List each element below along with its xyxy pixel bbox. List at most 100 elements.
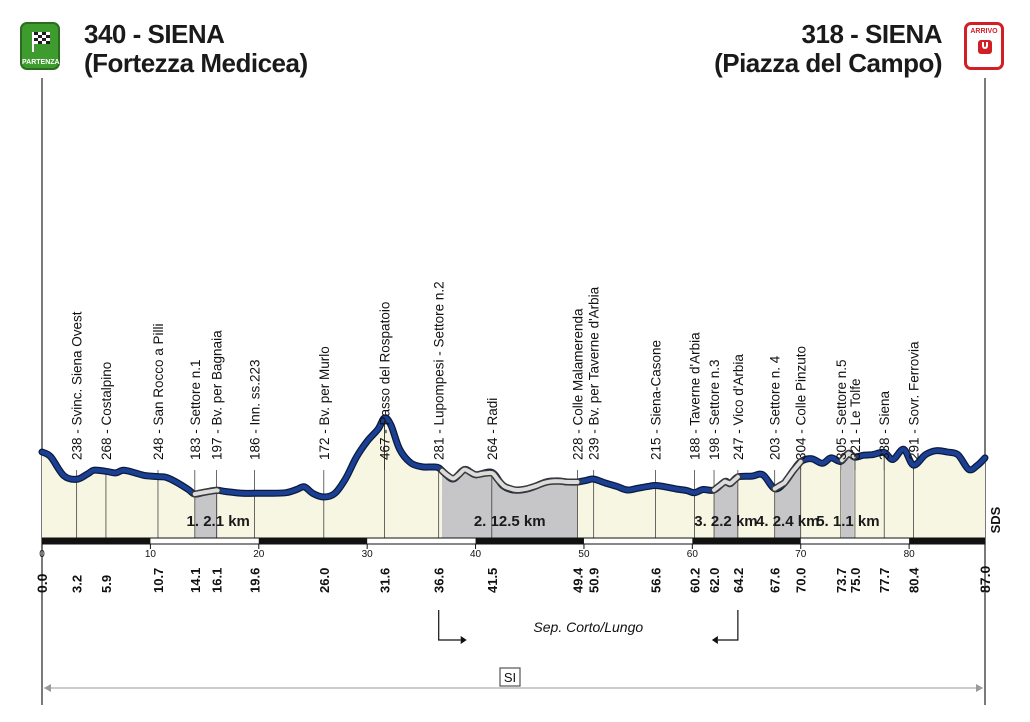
scale-tick-label: 0 [39, 549, 45, 560]
km-label: 26.0 [317, 568, 332, 593]
waypoint-label: 305 - Settore n.5 [834, 359, 849, 460]
waypoint-label: 197 - Bv. per Bagnaia [210, 330, 225, 460]
km-label: 56.6 [648, 568, 663, 593]
waypoint-label: 247 - Vico d'Arbia [731, 354, 746, 460]
finish-place: (Piazza del Campo) [714, 48, 942, 78]
gravel-sector-area-5 [841, 453, 854, 538]
km-label: 10.7 [151, 568, 166, 593]
km-label: 14.1 [188, 568, 203, 593]
split-arrow-right-head [711, 636, 718, 644]
km-label: 50.9 [587, 568, 602, 593]
gravel-sector-area-3 [714, 476, 738, 538]
start-altitude-label: 340 - SIENA [84, 19, 225, 49]
sector-label: 3. 2.2 km [694, 513, 757, 530]
gravel-sector-area-1 [194, 490, 218, 538]
km-label: 77.7 [877, 568, 892, 593]
km-labels: 0.0 3.2 5.9 10.7 14.1 16.1 19.6 26.0 31.6 36.6 41.… [34, 566, 993, 593]
start-badge-label: PARTENZA [22, 59, 60, 66]
km-label: 3.2 [70, 575, 85, 593]
sector-labels: 1. 2.1 km 2. 12.5 km 3. 2.2 km4. 2.4 km5. … [187, 513, 880, 530]
gravel-route-line-2 [440, 467, 580, 492]
waypoint-label: 183 - Settore n.1 [188, 359, 203, 460]
km-label: 60.2 [688, 568, 703, 593]
sector-label: 1. 2.1 km [187, 513, 250, 530]
km-label: 36.6 [432, 568, 447, 593]
province-label: SI [504, 670, 516, 685]
waypoint-label: 239 - Bv. per Taverne d'Arbia [587, 286, 602, 460]
km-label: 80.4 [906, 567, 921, 593]
km-scale-bar: 0 10 20 30 40 50 60 70 80 [39, 537, 986, 560]
vertical-guides [41, 78, 986, 705]
waypoint-label: 467 - Passo del Rospatoio [378, 302, 393, 460]
scale-tick-label: 10 [145, 549, 157, 560]
scale-tick-label: 70 [795, 549, 807, 560]
waypoint-label: 198 - Settore n.3 [707, 359, 722, 460]
profile-fill [42, 417, 985, 538]
waypoint-label: 281 - Lupompesi - Settore n.2 [432, 281, 447, 460]
gravel-route-line-4 [772, 459, 803, 491]
bottom-annotations: Sep. Corto/Lungo SI SDS [44, 506, 1003, 692]
km-label: 67.6 [768, 568, 783, 593]
km-label: 64.2 [731, 568, 746, 593]
waypoint-label: 248 - San Rocco a Pilli [151, 323, 166, 460]
km-label: 0.0 [34, 573, 50, 593]
route-line [38, 414, 989, 501]
gravel-route-line-1 [192, 488, 220, 497]
province-line-left-head [44, 684, 51, 692]
scale-tick-label: 40 [470, 549, 482, 560]
km-label: 70.0 [794, 568, 809, 593]
split-label: Sep. Corto/Lungo [533, 619, 643, 635]
split-arrow-left-head [460, 636, 467, 644]
finish-arrival-icon [978, 40, 992, 54]
km-label: 62.0 [707, 568, 722, 593]
gravel-route-line-3 [712, 474, 740, 492]
sector-label: 4. 2.4 km [756, 513, 819, 530]
waypoint-label: 291 - Sovr. Ferrovia [906, 341, 921, 460]
waypoint-label: 186 - Inn. ss.223 [247, 359, 262, 460]
scale-tick-label: 80 [904, 549, 916, 560]
km-label: 73.7 [834, 568, 849, 593]
waypoint-label: 228 - Colle Malamerenda [570, 308, 585, 460]
waypoint-label: 215 - Siena-Casone [648, 340, 663, 460]
scale-tick-label: 30 [362, 549, 374, 560]
province-label-box [499, 667, 521, 687]
province-line-right-head [976, 684, 983, 692]
side-label: SDS [988, 506, 1003, 533]
waypoint-label: 238 - Svinc. Siena Ovest [70, 311, 85, 460]
gravel-sector-area-4 [774, 461, 801, 538]
waypoint-label: 268 - Costalpino [99, 362, 114, 460]
scale-bar-segment [258, 538, 368, 544]
waypoint-guides [76, 416, 914, 538]
scale-bar-segment [475, 538, 584, 544]
finish-badge: ARRIVO [964, 22, 1004, 70]
waypoint-label: 264 - Radi [485, 398, 500, 460]
km-label: 5.9 [99, 575, 114, 593]
waypoint-label: 203 - Settore n. 4 [768, 355, 783, 460]
scale-tick-label: 60 [687, 549, 699, 560]
scale-bar-segment [42, 538, 151, 544]
scale-bar-segment [909, 538, 985, 544]
km-label: 31.6 [378, 568, 393, 593]
waypoint-label: 172 - Bv. per Murlo [317, 346, 332, 460]
scale-tick-label: 20 [253, 549, 265, 560]
km-label: 19.6 [247, 568, 262, 593]
scale-tick-label: 50 [578, 549, 590, 560]
km-label: 75.0 [848, 568, 863, 593]
waypoint-label: 188 - Taverne d'Arbia [688, 332, 703, 460]
waypoint-labels: 238 - Svinc. Siena Ovest 268 - Costalpino… [70, 281, 922, 460]
km-label: 16.1 [210, 568, 225, 593]
waypoint-label: 321 - Le Tolfe [848, 378, 863, 460]
sector-label: 2. 12.5 km [474, 513, 546, 530]
finish-title: 318 - SIENA (Piazza del Campo) [714, 20, 942, 78]
split-arrow-left [438, 610, 461, 641]
finish-badge-label: ARRIVO [970, 28, 998, 35]
scale-bar-segment [692, 538, 801, 544]
waypoint-label: 304 - Colle Pinzuto [794, 346, 809, 460]
start-place: (Fortezza Medicea) [84, 48, 308, 78]
km-label: 87.0 [977, 566, 993, 593]
start-title: 340 - SIENA (Fortezza Medicea) [84, 20, 308, 78]
km-label: 49.4 [570, 567, 585, 593]
km-label: 41.5 [485, 568, 500, 593]
start-badge: PARTENZA [20, 22, 60, 70]
